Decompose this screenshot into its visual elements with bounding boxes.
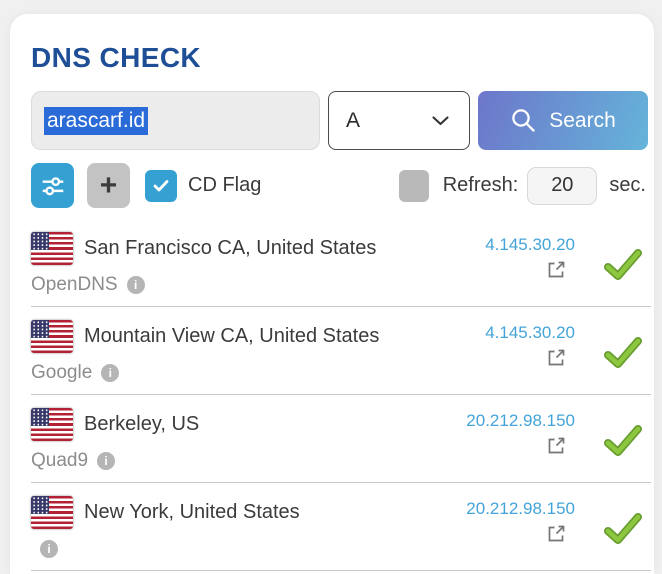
server-location: New York, United States (84, 501, 300, 523)
add-server-button[interactable]: + (87, 163, 130, 208)
record-type-select[interactable]: A (328, 91, 470, 150)
search-icon (510, 107, 537, 134)
page-title: DNS CHECK (31, 42, 202, 73)
us-flag-icon (31, 320, 73, 353)
search-button[interactable]: Search (478, 91, 648, 150)
refresh-interval-input[interactable] (527, 166, 598, 205)
server-location: Berkeley, US (84, 413, 200, 435)
resolved-ip[interactable]: 4.145.30.20 (485, 323, 575, 342)
toolbar: + CD Flag Refresh: sec. (31, 163, 648, 208)
info-icon[interactable]: i (97, 452, 116, 470)
refresh-label: Refresh: (442, 174, 519, 196)
us-flag-icon (31, 408, 73, 441)
record-type-value: A (346, 108, 361, 132)
success-check-icon (604, 513, 642, 545)
refresh-unit-label: sec. (609, 174, 646, 196)
result-row: San Francisco CA, United States OpenDNS … (31, 219, 651, 307)
info-icon[interactable]: i (40, 540, 58, 558)
info-icon[interactable]: i (101, 364, 120, 382)
success-check-icon (604, 337, 642, 369)
success-check-icon (604, 425, 642, 457)
results-list: San Francisco CA, United States OpenDNS … (31, 219, 651, 571)
server-location: San Francisco CA, United States (84, 237, 377, 259)
search-button-label: Search (549, 108, 616, 132)
cd-flag-label: CD Flag (188, 174, 262, 196)
plus-icon: + (99, 168, 118, 202)
search-row: arascarf.id A Search (31, 91, 648, 150)
success-check-icon (604, 249, 642, 281)
chevron-down-icon (432, 115, 449, 126)
external-link-icon[interactable] (544, 522, 568, 546)
result-row: New York, United States i 20.212.98.150 (31, 483, 651, 571)
external-link-icon[interactable] (544, 258, 568, 282)
checkmark-icon (153, 179, 169, 193)
external-link-icon[interactable] (544, 434, 568, 458)
resolved-ip[interactable]: 20.212.98.150 (466, 411, 575, 430)
dns-check-card: DNS CHECK arascarf.id A Search (10, 14, 654, 574)
external-link-icon[interactable] (544, 346, 568, 370)
resolver-name: Google (31, 362, 93, 383)
resolved-ip[interactable]: 20.212.98.150 (466, 499, 575, 518)
refresh-checkbox[interactable] (398, 169, 429, 202)
result-row: Mountain View CA, United States Google i… (31, 307, 651, 395)
resolver-name: OpenDNS (31, 274, 118, 295)
resolved-ip[interactable]: 4.145.30.20 (485, 235, 575, 254)
info-icon[interactable]: i (126, 276, 145, 294)
sliders-icon (40, 173, 66, 199)
resolver-name: Quad9 (31, 450, 89, 471)
us-flag-icon (31, 232, 73, 265)
domain-input[interactable]: arascarf.id (31, 91, 320, 150)
us-flag-icon (31, 496, 73, 529)
result-row: Berkeley, US Quad9 i 20.212.98.150 (31, 395, 651, 483)
filter-settings-button[interactable] (31, 163, 74, 208)
cd-flag-checkbox[interactable] (145, 169, 177, 202)
server-location: Mountain View CA, United States (84, 325, 380, 347)
domain-input-value: arascarf.id (44, 106, 149, 135)
